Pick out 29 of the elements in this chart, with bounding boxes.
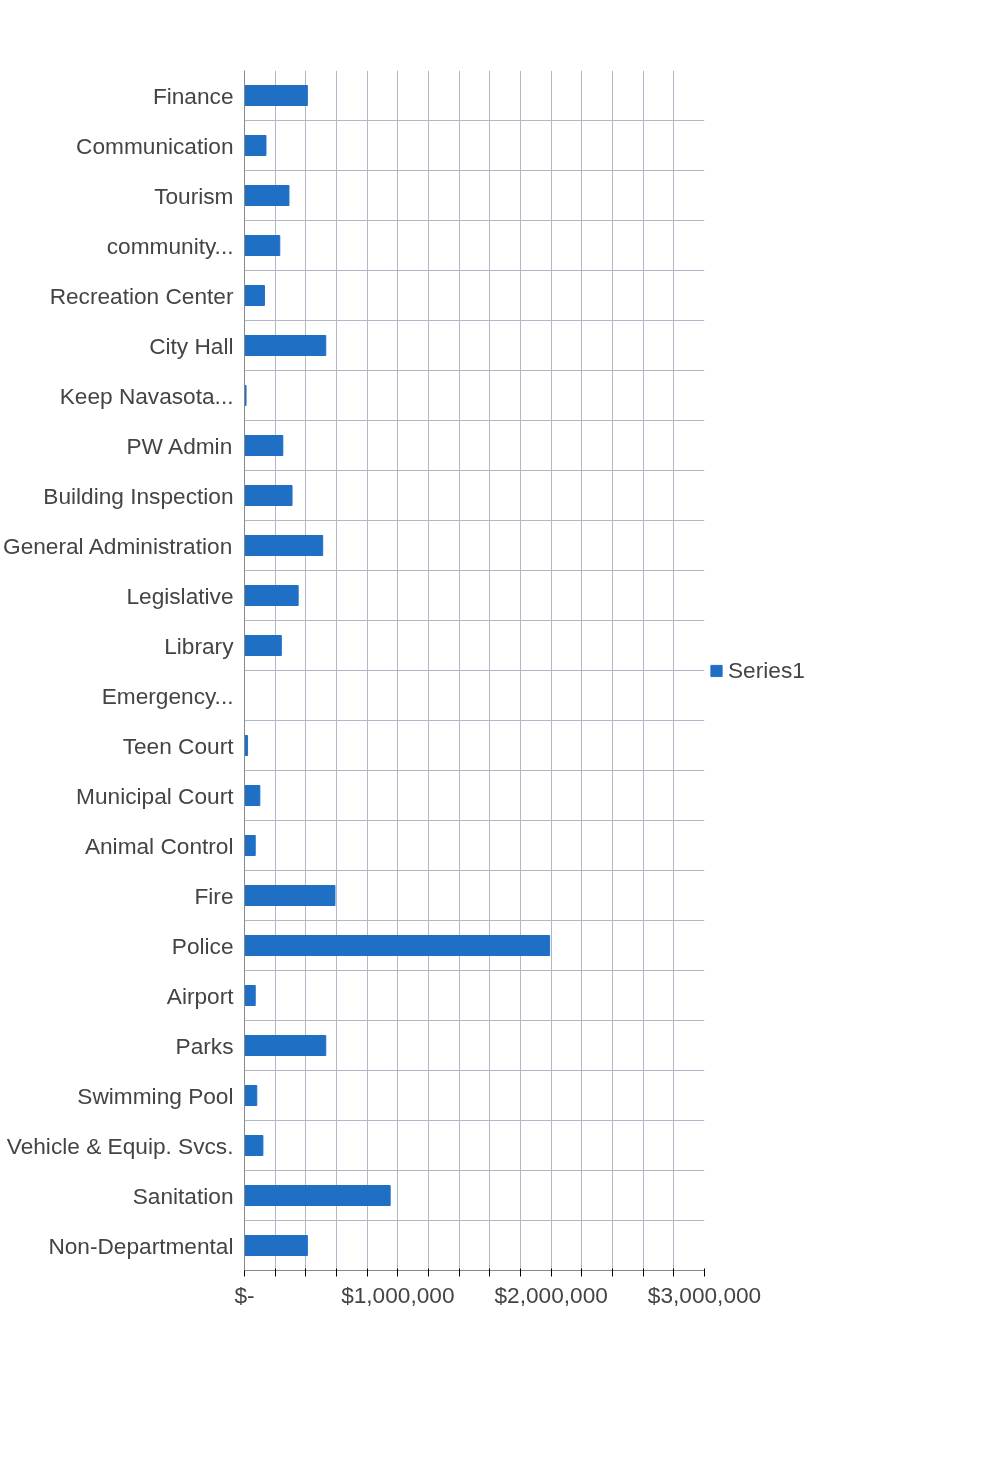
y-tick-label: PW Admin: [126, 432, 233, 459]
legend-label: Series1: [728, 656, 805, 684]
x-tick-label: $1,000,000: [341, 1281, 455, 1308]
y-tick-label: Vehicle & Equip. Svcs.: [6, 1132, 234, 1159]
y-tick-label: Animal Control: [84, 832, 234, 859]
y-tick-label: Swimming Pool: [77, 1082, 234, 1109]
y-tick-label: community...: [106, 232, 234, 259]
y-tick-label: Sanitation: [132, 1182, 234, 1209]
y-tick-label: Recreation Center: [49, 282, 234, 309]
y-tick-label: Police: [171, 932, 234, 959]
x-tick-label: $-: [234, 1281, 255, 1308]
y-tick-label: Legislative: [126, 582, 234, 609]
y-tick-label: Teen Court: [122, 732, 235, 759]
y-tick-label: Non-Departmental: [48, 1232, 234, 1259]
y-tick-label: Keep Navasota...: [59, 382, 234, 409]
y-tick-label: Tourism: [154, 182, 234, 209]
y-tick-label: Building Inspection: [43, 482, 234, 509]
y-tick-label: Communication: [76, 132, 234, 159]
x-tick-label: $2,000,000: [494, 1281, 608, 1308]
x-tick-label: $3,000,000: [647, 1281, 762, 1308]
y-tick-label: Finance: [152, 82, 234, 109]
y-tick-label: Fire: [194, 882, 234, 909]
y-tick-label: Emergency...: [101, 682, 234, 709]
y-tick-label: City Hall: [149, 332, 234, 359]
y-tick-label: Parks: [175, 1032, 234, 1059]
y-tick-label: Library: [164, 632, 235, 659]
y-tick-label: Airport: [166, 982, 235, 1009]
y-tick-label: General Administration: [3, 532, 233, 559]
y-tick-label: Municipal Court: [76, 782, 235, 809]
